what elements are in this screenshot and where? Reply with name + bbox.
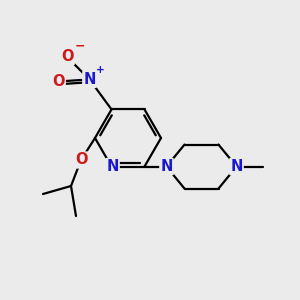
Text: N: N [160,159,173,174]
Text: O: O [75,152,87,167]
Text: N: N [106,159,119,174]
Text: N: N [83,72,96,87]
Text: N: N [230,159,243,174]
Text: O: O [52,74,65,89]
Text: O: O [61,49,74,64]
Text: −: − [74,39,85,52]
Text: +: + [95,65,104,75]
